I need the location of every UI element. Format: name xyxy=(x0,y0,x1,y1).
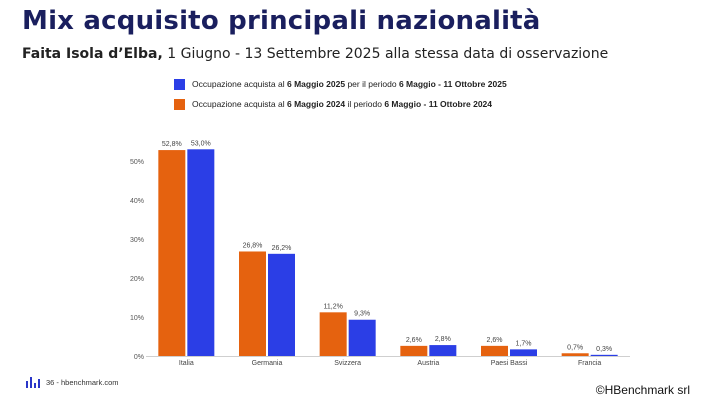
legend-label-2025: Occupazione acquista al 6 Maggio 2025 pe… xyxy=(192,79,507,89)
x-tick-label: Svizzera xyxy=(334,360,361,367)
x-tick-label: Francia xyxy=(578,360,601,367)
legend-swatch-2024 xyxy=(174,98,185,110)
bar xyxy=(400,345,428,356)
data-label: 9,3% xyxy=(354,311,370,318)
bar xyxy=(510,349,537,356)
x-tick-label: Austria xyxy=(417,360,439,367)
legend-swatch-2025 xyxy=(174,78,185,90)
bar xyxy=(319,312,347,356)
y-tick-label: 30% xyxy=(130,237,144,244)
legend-item-2025: Occupazione acquista al 6 Maggio 2025 pe… xyxy=(174,74,507,94)
page-subtitle: Faita Isola d’Elba, 1 Giugno - 13 Settem… xyxy=(22,46,608,62)
y-tick-label: 0% xyxy=(134,354,144,361)
x-tick-label: Paesi Bassi xyxy=(491,360,528,367)
data-label: 2,6% xyxy=(406,337,422,344)
bar xyxy=(561,353,589,356)
bar xyxy=(268,253,295,356)
y-tick-label: 20% xyxy=(130,276,144,283)
data-label: 11,2% xyxy=(323,303,342,310)
data-label: 1,7% xyxy=(516,340,532,347)
data-label: 2,8% xyxy=(435,336,451,343)
page-title: Mix acquisito principali nazionalità xyxy=(22,6,541,36)
footer-page-text: 36 - hbenchmark.com xyxy=(46,378,119,387)
bar xyxy=(481,345,508,356)
bar xyxy=(348,319,376,356)
bar xyxy=(158,150,186,356)
x-tick-label: Italia xyxy=(179,360,194,367)
bar xyxy=(187,149,215,356)
y-tick-label: 50% xyxy=(130,159,144,166)
data-label: 52,8% xyxy=(162,141,182,148)
data-label: 0,7% xyxy=(567,344,583,351)
x-tick-label: Germania xyxy=(252,360,283,367)
bar xyxy=(590,354,618,356)
y-tick-label: 40% xyxy=(130,198,144,205)
bar xyxy=(239,251,266,356)
data-label: 26,2% xyxy=(272,245,292,252)
subtitle-period: 1 Giugno - 13 Settembre 2025 alla stessa… xyxy=(162,46,609,62)
subtitle-location: Faita Isola d’Elba, xyxy=(22,46,163,62)
legend-item-2024: Occupazione acquista al 6 Maggio 2024 il… xyxy=(174,94,507,114)
data-label: 26,8% xyxy=(243,242,263,249)
data-label: 2,6% xyxy=(487,337,503,344)
data-label: 53,0% xyxy=(191,140,211,147)
copyright: ©HBenchmark srl xyxy=(595,383,690,397)
footer: 36 - hbenchmark.com xyxy=(26,377,119,388)
y-tick-label: 10% xyxy=(130,315,144,322)
hbenchmark-logo-icon xyxy=(26,377,40,388)
bar xyxy=(429,345,457,356)
data-label: 0,3% xyxy=(596,346,612,353)
chart-legend: Occupazione acquista al 6 Maggio 2025 pe… xyxy=(174,74,507,114)
legend-label-2024: Occupazione acquista al 6 Maggio 2024 il… xyxy=(192,99,493,109)
